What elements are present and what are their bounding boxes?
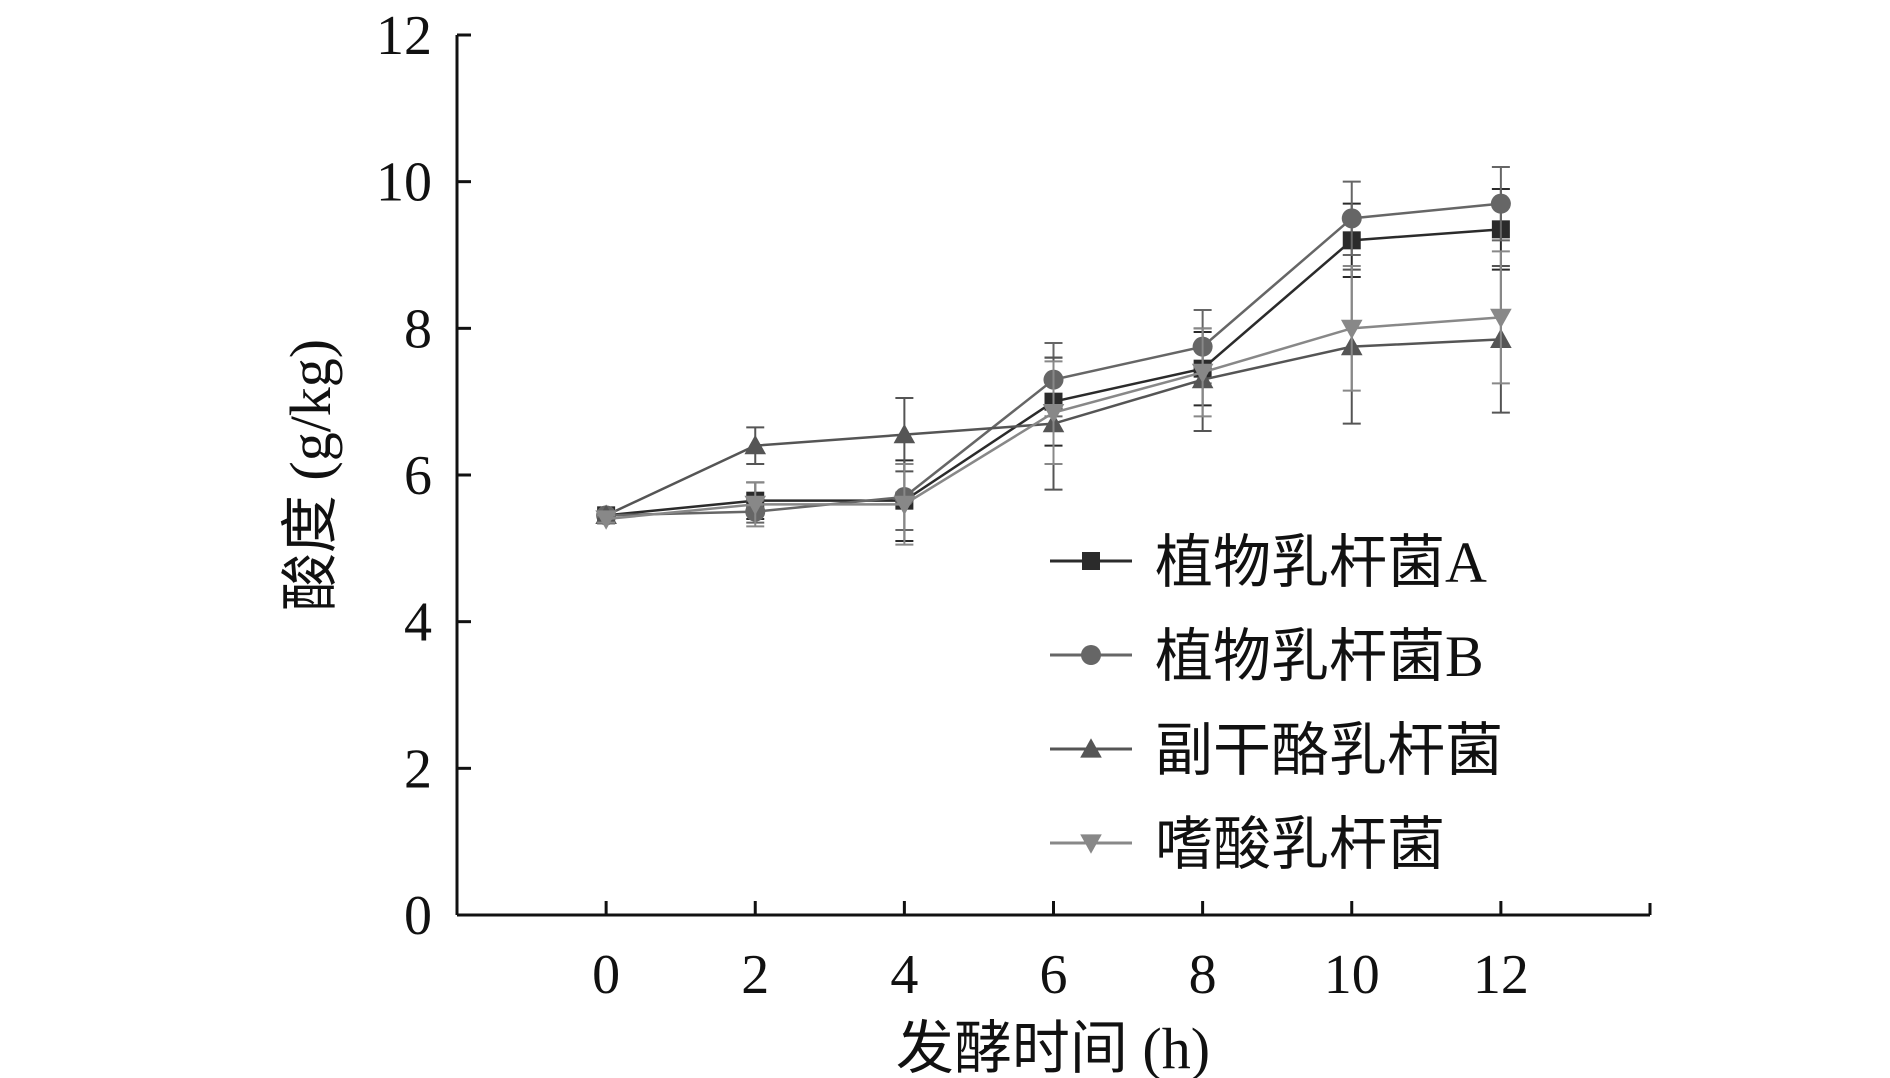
- data-point: [893, 423, 916, 444]
- x-tick-label: 2: [741, 944, 769, 1006]
- x-tick-label: 6: [1040, 944, 1068, 1006]
- legend-marker: [1081, 645, 1101, 665]
- series-4: [595, 250, 1512, 546]
- data-point: [893, 495, 916, 516]
- x-tick-label: 10: [1324, 944, 1380, 1006]
- x-tick-label: 8: [1189, 944, 1217, 1006]
- x-tick-label: 0: [592, 944, 620, 1006]
- data-point: [595, 510, 617, 530]
- data-point: [744, 495, 767, 516]
- data-point: [1490, 193, 1511, 214]
- data-point: [744, 434, 767, 455]
- data-point: [1042, 404, 1065, 424]
- x-tick-label: 4: [890, 944, 918, 1006]
- y-axis-title: 酸度 (g/kg): [278, 339, 343, 611]
- legend-marker: [1080, 834, 1102, 854]
- data-series: [595, 166, 1512, 546]
- x-tick-label: 12: [1473, 944, 1529, 1006]
- y-ticks: 0 2 4 6 8 10 12: [376, 5, 471, 947]
- legend-item-4: 嗜酸乳杆菌: [1050, 812, 1445, 877]
- data-point: [1191, 363, 1214, 384]
- y-tick-label: 6: [404, 445, 432, 507]
- legend-item-3: 副干酪乳杆菌: [1050, 718, 1503, 783]
- legend-label: 副干酪乳杆菌: [1155, 718, 1503, 783]
- data-point: [1340, 319, 1363, 340]
- y-tick-label: 2: [404, 738, 432, 800]
- y-tick-label: 8: [404, 298, 432, 360]
- y-tick-label: 12: [376, 5, 432, 67]
- legend-marker: [1080, 738, 1102, 758]
- data-point: [1341, 208, 1362, 229]
- y-tick-label: 10: [376, 152, 432, 214]
- x-ticks: 0 2 4 6 8 10 12: [592, 901, 1529, 1006]
- y-tick-label: 4: [404, 592, 432, 654]
- legend-item-1: 植物乳杆菌A: [1050, 530, 1487, 595]
- legend-label: 植物乳杆菌A: [1155, 530, 1487, 595]
- legend-label: 嗜酸乳杆菌: [1155, 812, 1445, 877]
- legend-item-2: 植物乳杆菌B: [1050, 624, 1484, 689]
- legend-marker: [1082, 552, 1100, 570]
- x-axis-title: 发酵时间 (h): [896, 1016, 1210, 1078]
- legend-label: 植物乳杆菌B: [1155, 624, 1484, 689]
- data-point: [1490, 308, 1512, 329]
- y-tick-label: 0: [404, 885, 432, 947]
